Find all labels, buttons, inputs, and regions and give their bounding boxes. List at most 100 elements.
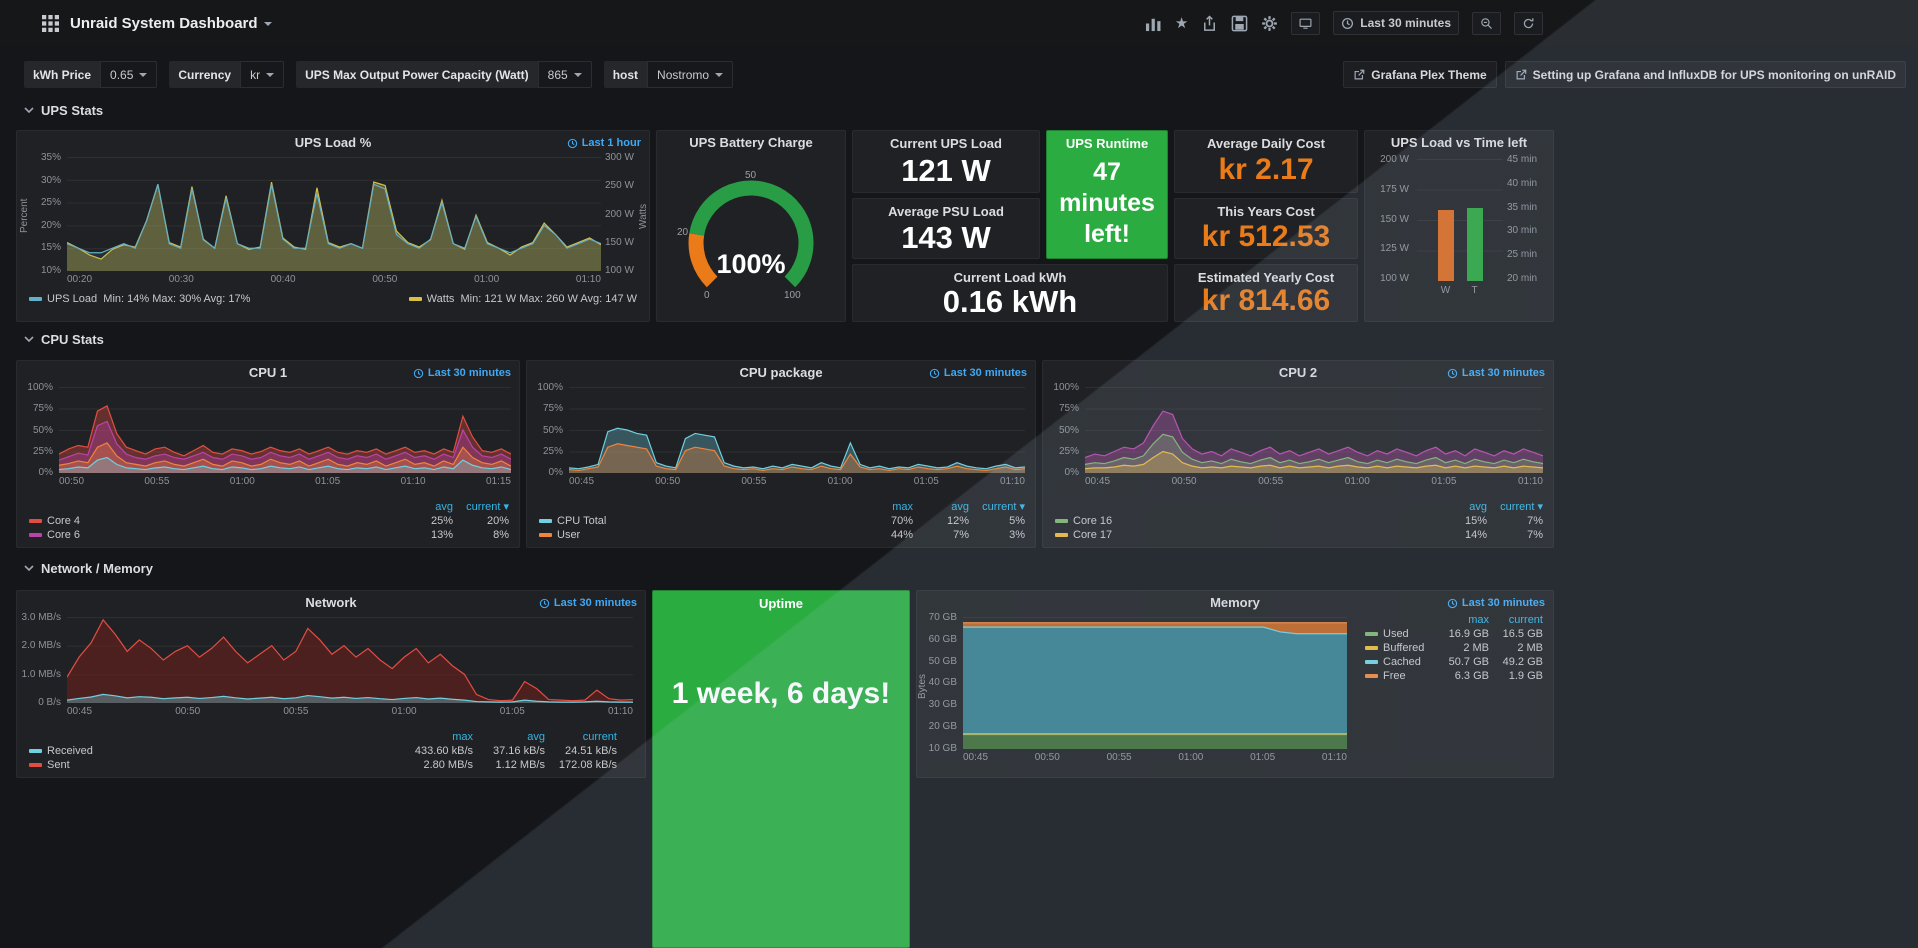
gear-icon[interactable] xyxy=(1261,15,1278,32)
time-range-badge: Last 30 minutes xyxy=(413,367,511,379)
link-ups-monitoring-guide[interactable]: Setting up Grafana and InfluxDB for UPS … xyxy=(1504,61,1906,88)
panel-ups-battery-charge: UPS Battery Charge 0 20 50 100 100% xyxy=(656,130,846,322)
y-axis-ticks-right: 45 min 40 min 35 min 30 min 25 min 20 min xyxy=(1507,154,1538,284)
x-axis-ticks: 00:45 00:50 00:55 01:00 01:05 01:10 xyxy=(569,476,1025,487)
bar-time-left[interactable] xyxy=(1466,207,1483,281)
stat-title[interactable]: This Years Cost xyxy=(1217,204,1315,219)
time-range-badge: Last 30 minutes xyxy=(539,597,637,609)
cpu-package-chart[interactable] xyxy=(569,387,1025,473)
refresh-icon xyxy=(1523,17,1534,28)
tv-mode-button[interactable] xyxy=(1291,11,1321,35)
chart-legend[interactable]: max current Used 16.9 GB 16.5 GB Buffered 2 MB… xyxy=(1363,613,1545,683)
zoom-out-button[interactable] xyxy=(1472,11,1501,35)
clock-icon xyxy=(1342,17,1354,29)
variable-host: host Nostromo xyxy=(603,61,734,88)
stat-value: 1 week, 6 days! xyxy=(671,677,891,710)
panel-title[interactable]: UPS Load % xyxy=(294,135,372,150)
y-axis-ticks: 100% 75% 50% 25% 0% xyxy=(27,382,53,478)
stat-title[interactable]: Average PSU Load xyxy=(888,204,1004,219)
battery-gauge: 0 20 50 100 100% xyxy=(671,163,831,313)
panel-title[interactable]: Memory xyxy=(1210,595,1260,610)
legend-color-swatch xyxy=(408,297,422,302)
panel-current-ups-load: Current UPS Load 121 W xyxy=(852,130,1040,193)
panel-network: Network Last 30 minutes 3.0 MB/s 2.0 MB/s… xyxy=(16,590,646,778)
add-panel-icon[interactable] xyxy=(1145,15,1162,32)
chart-legend[interactable]: max avg current Received 433.60 kB/s 37.16 kB… xyxy=(27,730,619,772)
star-icon[interactable]: ★ xyxy=(1174,14,1189,32)
x-axis-ticks: 00:45 00:50 00:55 01:00 01:05 01:10 xyxy=(1085,476,1543,487)
gauge-arc-value xyxy=(689,180,814,288)
variable-label: kWh Price xyxy=(24,61,101,88)
stat-title[interactable]: Average Daily Cost xyxy=(1206,136,1325,151)
stat-title[interactable]: Current UPS Load xyxy=(890,136,1002,151)
panel-title[interactable]: UPS Load vs Time left xyxy=(1390,135,1528,150)
y-axis-ticks: 70 GB 60 GB 50 GB 40 GB 30 GB 20 GB 10 GB xyxy=(928,612,957,754)
panel-this-years-cost: This Years Cost kr 512.53 xyxy=(1174,198,1358,259)
panel-title[interactable]: CPU package xyxy=(739,365,823,380)
gauge-scale-min: 0 xyxy=(704,290,710,301)
y-axis-ticks-left: 200 W 175 W 150 W 125 W 100 W xyxy=(1380,154,1409,284)
panel-title[interactable]: CPU 2 xyxy=(1278,365,1318,380)
dashboard-links: Grafana Plex Theme Setting up Grafana an… xyxy=(1343,61,1906,88)
variable-ups-max-output: UPS Max Output Power Capacity (Watt) 865 xyxy=(296,61,592,88)
legend-item[interactable]: Watts Min: 121 W Max: 260 W Avg: 147 W xyxy=(408,293,637,305)
share-icon[interactable] xyxy=(1201,14,1218,32)
bar-watts[interactable] xyxy=(1437,210,1454,281)
dashboard-grid-icon[interactable] xyxy=(42,14,59,32)
chevron-down-icon xyxy=(715,72,724,81)
variable-value-dropdown[interactable]: 0.65 xyxy=(100,61,158,88)
time-range-badge: Last 30 minutes xyxy=(1447,367,1545,379)
stat-value: 47 minutes left! xyxy=(1059,158,1155,248)
legend-item[interactable]: UPS Load Min: 14% Max: 30% Avg: 17% xyxy=(29,293,250,305)
stat-value: 121 W xyxy=(901,153,991,188)
chevron-down-icon xyxy=(266,72,275,81)
external-link-icon xyxy=(1354,69,1365,79)
variable-value-dropdown[interactable]: kr xyxy=(240,61,285,88)
ups-vs-time-bars xyxy=(1417,159,1503,281)
variable-value-dropdown[interactable]: 865 xyxy=(537,61,592,88)
save-icon[interactable] xyxy=(1231,15,1248,32)
variable-label: Currency xyxy=(169,61,241,88)
stat-title[interactable]: UPS Runtime xyxy=(1065,136,1149,151)
stat-title[interactable]: Estimated Yearly Cost xyxy=(1197,270,1335,285)
stat-title[interactable]: Current Load kWh xyxy=(953,270,1067,285)
dashboard-title[interactable]: Unraid System Dashboard xyxy=(70,15,272,32)
panel-estimated-yearly-cost: Estimated Yearly Cost kr 814.66 xyxy=(1174,264,1358,322)
panel-title[interactable]: UPS Battery Charge xyxy=(689,135,813,150)
variable-kwh-price: kWh Price 0.65 xyxy=(24,61,158,88)
panel-cpu-1: CPU 1 Last 30 minutes 100% 75% 50% 25% 0% 00… xyxy=(16,360,520,548)
variable-value-dropdown[interactable]: Nostromo xyxy=(647,61,734,88)
cpu2-chart[interactable] xyxy=(1085,387,1543,473)
panel-title[interactable]: CPU 1 xyxy=(248,365,288,380)
chart-legend[interactable]: max avg current ▾ CPU Total 70% 12% 5% User 44% 7… xyxy=(537,499,1027,542)
variables-bar: kWh Price 0.65 Currency kr UPS Max Outpu… xyxy=(24,61,734,88)
variable-currency: Currency kr xyxy=(169,61,285,88)
y-axis-ticks-left: 35% 30% 25% 20% 15% 10% xyxy=(40,152,61,276)
refresh-button[interactable] xyxy=(1514,11,1543,35)
y-axis-ticks: 100% 75% 50% 25% 0% xyxy=(1053,382,1079,478)
row-header-cpu-stats[interactable]: CPU Stats xyxy=(24,332,104,347)
time-range-picker[interactable]: Last 30 minutes xyxy=(1333,11,1459,35)
panel-title[interactable]: Network xyxy=(305,595,357,610)
x-axis-ticks: 00:45 00:50 00:55 01:00 01:05 01:10 xyxy=(963,752,1347,763)
row-header-network-memory[interactable]: Network / Memory xyxy=(24,561,153,576)
stat-value: kr 512.53 xyxy=(1201,220,1331,253)
row-header-ups-stats[interactable]: UPS Stats xyxy=(24,103,103,118)
gauge-scale-max: 100 xyxy=(784,290,801,301)
x-axis-ticks: 00:20 00:30 00:40 00:50 01:00 01:10 xyxy=(67,274,601,285)
chart-legend[interactable]: avg current ▾ Core 4 25% 20% Core 6 13% 8% xyxy=(27,499,511,542)
memory-chart[interactable] xyxy=(963,617,1347,749)
y-axis-label-left: Percent xyxy=(19,198,30,234)
stat-title[interactable]: Uptime xyxy=(758,596,804,611)
chart-legend[interactable]: avg current ▾ Core 16 15% 7% Core 17 14% 7% xyxy=(1053,499,1545,542)
ups-load-chart[interactable] xyxy=(67,157,601,271)
chart-legend[interactable]: UPS Load Min: 14% Max: 30% Avg: 17% Watt… xyxy=(29,293,637,305)
cpu1-chart[interactable] xyxy=(59,387,511,473)
clock-icon xyxy=(1447,598,1458,608)
chevron-down-icon xyxy=(24,336,34,343)
network-chart[interactable] xyxy=(67,617,633,703)
link-grafana-plex-theme[interactable]: Grafana Plex Theme xyxy=(1343,61,1497,88)
panel-uptime: Uptime 1 week, 6 days! xyxy=(652,590,910,948)
x-axis-ticks: W T xyxy=(1440,285,1478,296)
panel-cpu-package: CPU package Last 30 minutes 100% 75% 50% 25… xyxy=(526,360,1036,548)
